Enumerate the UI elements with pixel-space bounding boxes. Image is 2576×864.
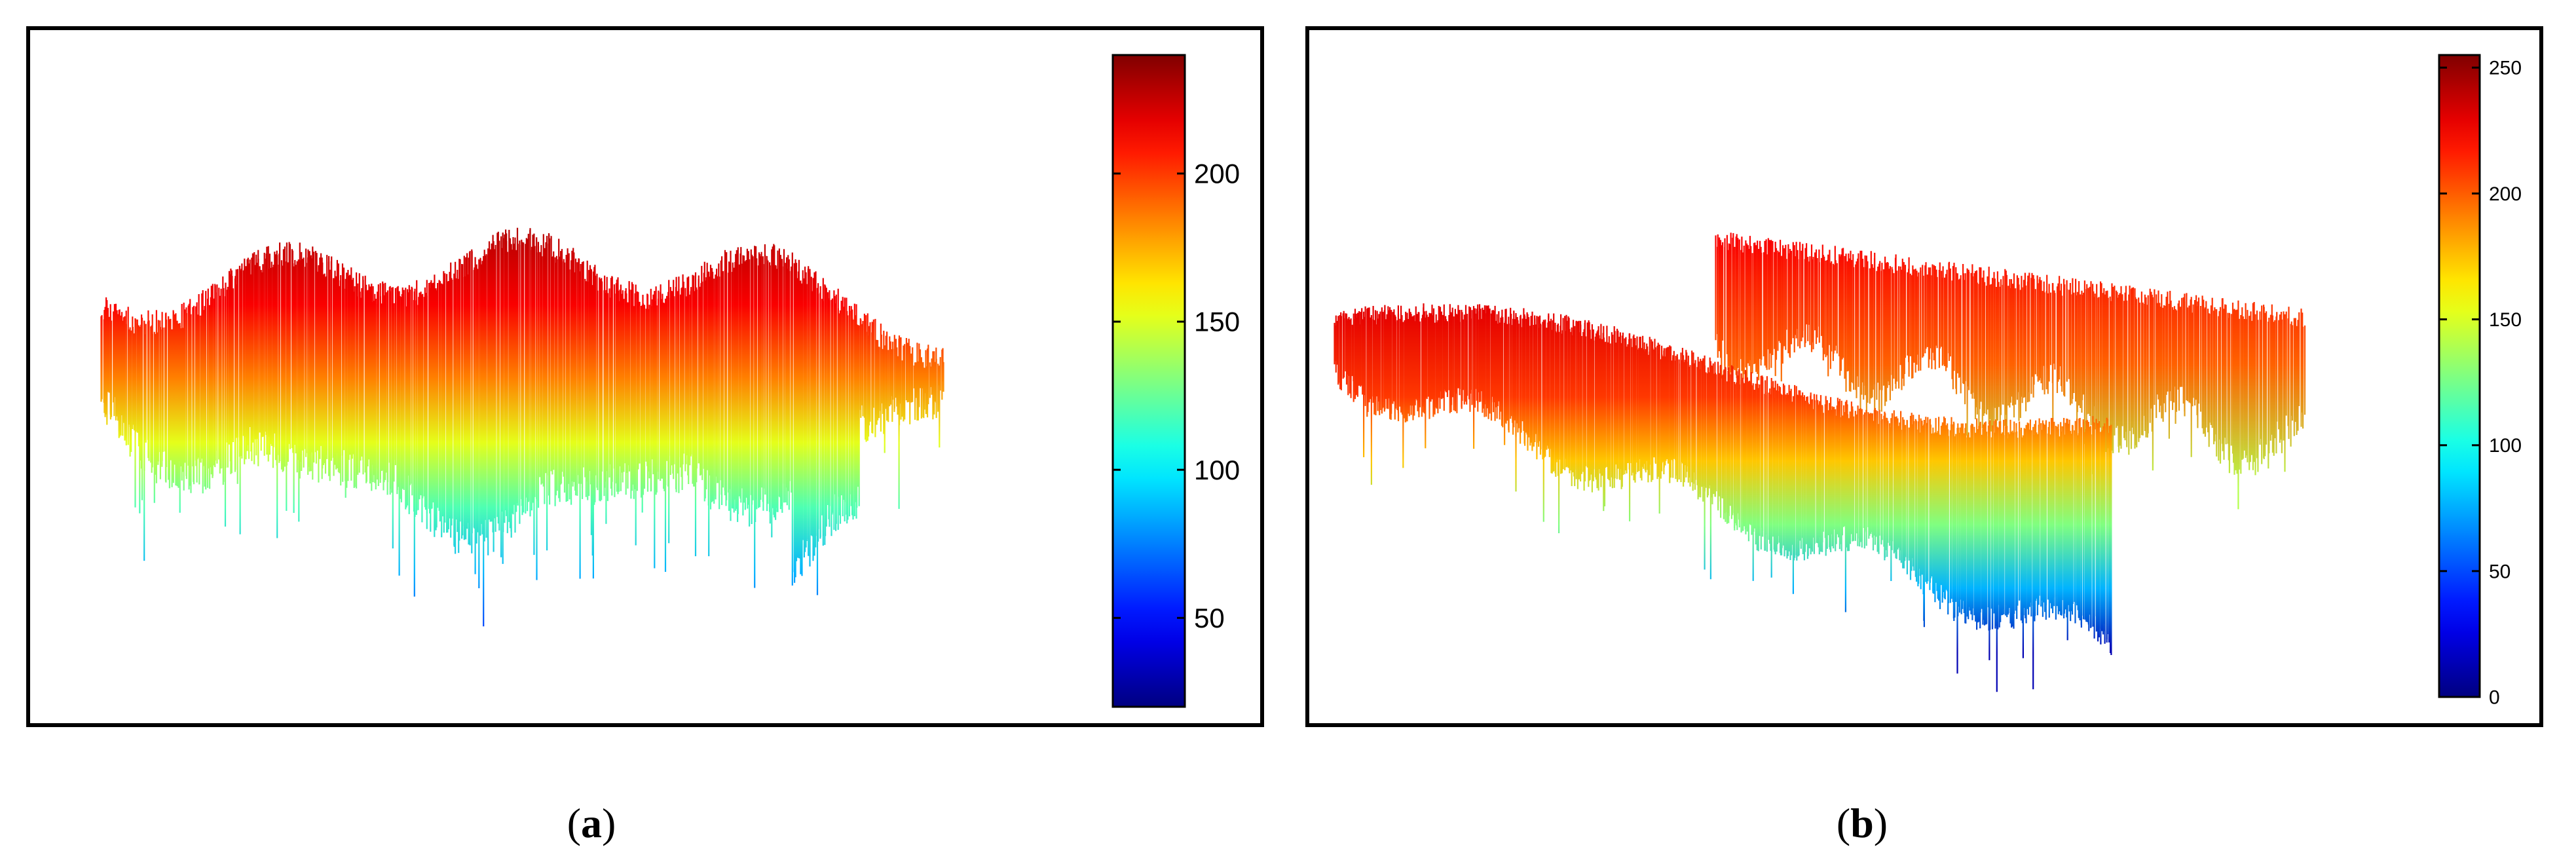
a-colorbar-tick-label: 150 xyxy=(1194,307,1240,337)
bcb-colorbar-tick-label: 0 xyxy=(2489,687,2500,709)
caption-b-open: ( xyxy=(1837,800,1850,846)
caption-a-letter: a xyxy=(581,800,602,846)
caption-b-letter: b xyxy=(1850,800,1874,846)
caption-a-open: ( xyxy=(567,800,581,846)
bcb-colorbar: 0 50 100 150 200 250 xyxy=(2439,55,2522,709)
chart-b-svg: 0 50 100 150 200 250 xyxy=(1309,30,2539,723)
bcb-colorbar-tick-label: 50 xyxy=(2489,561,2511,582)
a-colorbar-tick-label: 100 xyxy=(1194,455,1240,485)
bcb-colorbar-gradient xyxy=(2439,55,2480,697)
a-surface xyxy=(102,228,944,627)
bcb-colorbar-tick-label: 200 xyxy=(2489,183,2522,205)
a-colorbar-tick-label: 50 xyxy=(1194,603,1225,633)
caption-b: (b) xyxy=(1797,799,1928,848)
a-colorbar-gradient xyxy=(1113,55,1185,707)
bcb-colorbar-tick-label: 100 xyxy=(2489,435,2522,457)
bcb-colorbar-tick-label: 150 xyxy=(2489,309,2522,331)
a-colorbar-tick-label: 200 xyxy=(1194,159,1240,189)
chart-panel-b: 0 50 100 150 200 250 xyxy=(1305,26,2543,727)
caption-a: (a) xyxy=(526,799,657,848)
chart-a-svg: 50 100 150 200 xyxy=(30,30,1260,723)
caption-b-close: ) xyxy=(1874,800,1888,846)
a-colorbar: 50 100 150 200 xyxy=(1113,55,1240,707)
chart-panel-a: 50 100 150 200 xyxy=(26,26,1264,727)
caption-a-close: ) xyxy=(602,800,616,846)
bcb-colorbar-tick-label: 250 xyxy=(2489,58,2522,79)
